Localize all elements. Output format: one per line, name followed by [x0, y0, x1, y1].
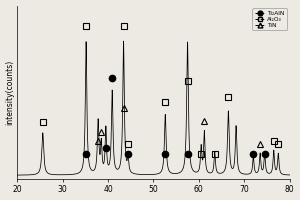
Legend: Ti₂AlN, Al₂O₃, TiN: Ti₂AlN, Al₂O₃, TiN [252, 8, 287, 30]
Y-axis label: intensity(counts): intensity(counts) [6, 60, 15, 125]
